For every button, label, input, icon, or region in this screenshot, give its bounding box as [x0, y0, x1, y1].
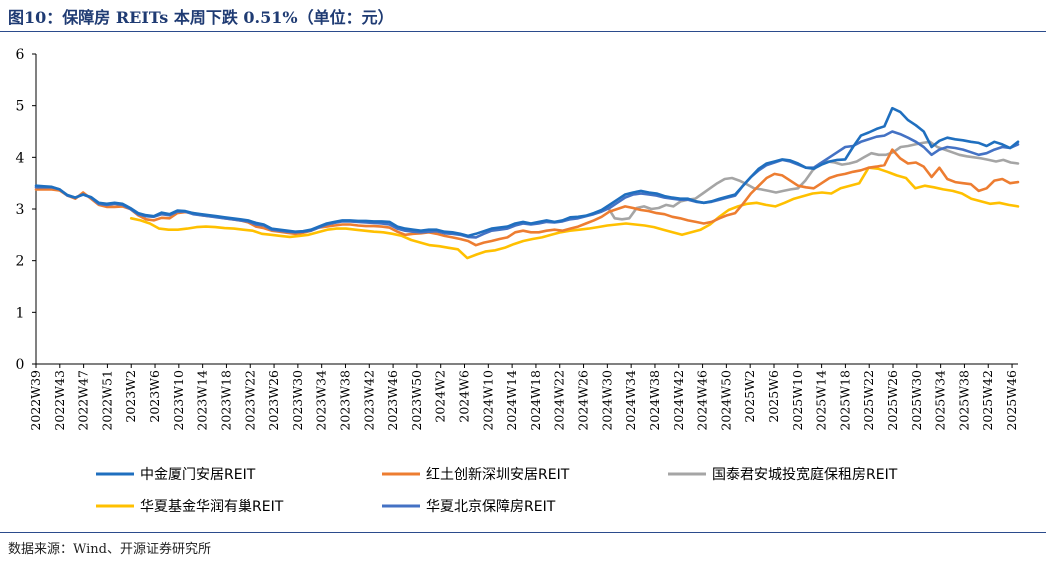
x-tick-label: 2025W22 — [861, 370, 876, 431]
x-tick-label: 2024W2 — [433, 370, 448, 423]
x-tick-label: 2024W30 — [599, 370, 614, 431]
x-tick-label: 2025W38 — [956, 370, 971, 431]
legend-label: 华夏北京保障房REIT — [426, 499, 556, 515]
legend-label: 华夏基金华润有巢REIT — [140, 498, 284, 515]
x-tick-label: 2025W30 — [909, 370, 924, 431]
x-tick-label: 2025W46 — [1004, 370, 1019, 431]
y-tick-label: 2 — [16, 254, 25, 270]
y-tick-label: 6 — [16, 47, 25, 63]
x-tick-label: 2023W34 — [314, 370, 329, 431]
x-tick-label: 2024W46 — [695, 370, 710, 431]
y-tick-label: 4 — [16, 150, 25, 166]
x-tick-label: 2025W34 — [933, 370, 948, 431]
x-tick-label: 2023W14 — [195, 370, 210, 431]
x-tick-label: 2025W6 — [766, 370, 781, 423]
x-tick-label: 2024W38 — [647, 370, 662, 431]
x-tick-label: 2023W22 — [242, 370, 257, 431]
x-tick-label: 2024W18 — [528, 370, 543, 431]
y-tick-label: 5 — [16, 99, 25, 115]
x-tick-label: 2024W22 — [552, 370, 567, 431]
x-tick-label: 2025W26 — [885, 370, 900, 431]
y-tick-label: 0 — [16, 357, 25, 373]
chart-title: 图10：保障房 REITs 本周下跌 0.51%（单位：元） — [8, 8, 394, 27]
x-tick-label: 2023W38 — [337, 370, 352, 431]
x-tick-label: 2023W26 — [266, 370, 281, 431]
x-tick-label: 2023W30 — [290, 370, 305, 431]
x-tick-label: 2024W26 — [576, 370, 591, 431]
data-source: 数据来源：Wind、开源证券研究所 — [8, 542, 211, 557]
x-tick-label: 2023W2 — [123, 370, 138, 423]
x-tick-label: 2023W42 — [361, 370, 376, 431]
x-tick-label: 2023W18 — [218, 370, 233, 431]
x-tick-label: 2024W42 — [671, 370, 686, 431]
line-chart: 0 1 2 3 4 5 6 2022W39 2022W43 2022W47 2022W51 2023W… — [16, 47, 1020, 515]
y-tick-label: 1 — [16, 305, 25, 321]
legend-label: 红土创新深圳安居REIT — [426, 467, 570, 483]
series-line-2 — [605, 140, 1020, 221]
x-tick-label: 2024W34 — [623, 370, 638, 431]
x-tick-label: 2023W46 — [385, 370, 400, 431]
x-tick-label: 2023W6 — [147, 370, 162, 423]
y-tick-label: 3 — [16, 202, 25, 218]
legend-label: 中金厦门安居REIT — [140, 467, 256, 483]
x-tick-label: 2023W10 — [171, 370, 186, 431]
x-tick-label: 2022W47 — [76, 370, 91, 431]
x-tick-label: 2024W6 — [457, 370, 472, 423]
title-divider — [0, 31, 1046, 32]
footer-divider — [0, 532, 1046, 533]
x-tick-label: 2023W50 — [409, 370, 424, 431]
x-tick-label: 2025W2 — [742, 370, 757, 423]
x-tick-label: 2025W14 — [814, 370, 829, 431]
x-tick-label: 2025W18 — [837, 370, 852, 431]
legend-label: 国泰君安城投宽庭保租房REIT — [712, 466, 898, 483]
series-line-1 — [34, 148, 1020, 247]
x-tick-label: 2025W10 — [790, 370, 805, 431]
x-tick-label: 2024W14 — [504, 370, 519, 431]
series-line-3 — [129, 166, 1020, 260]
x-tick-label: 2025W42 — [980, 370, 995, 431]
x-tick-label: 2024W50 — [718, 370, 733, 431]
x-tick-label: 2022W39 — [28, 370, 43, 431]
x-tick-label: 2022W43 — [52, 370, 67, 431]
series-line-0 — [34, 106, 1020, 238]
x-tick-label: 2024W10 — [480, 370, 495, 431]
x-tick-label: 2022W51 — [99, 370, 114, 431]
